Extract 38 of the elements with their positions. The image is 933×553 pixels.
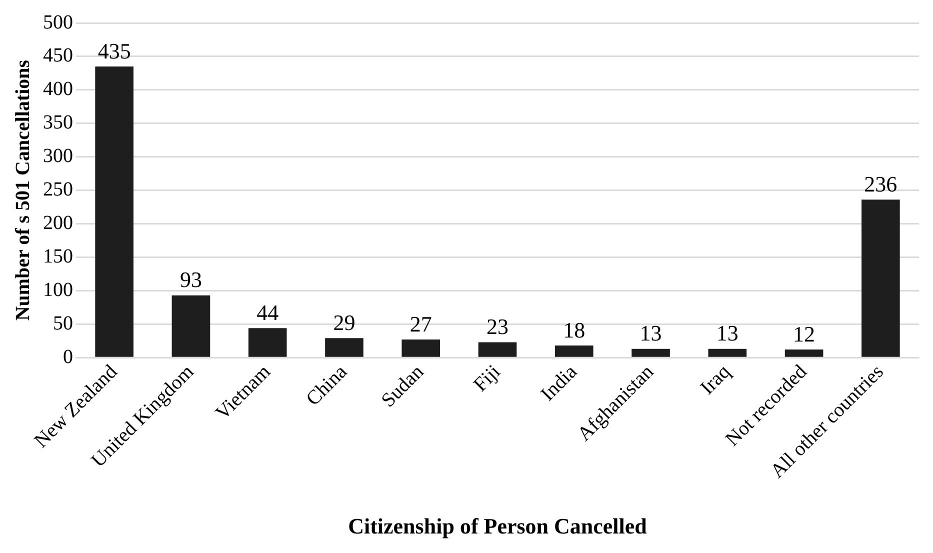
data-label: 435 [98,38,131,64]
x-tick-label: Fiji [470,360,506,396]
data-label: 13 [640,320,662,346]
data-label: 44 [256,300,279,325]
data-label: 236 [864,171,898,196]
y-tick-label: 350 [43,112,73,134]
y-tick-label: 400 [43,78,73,100]
bar [862,200,900,357]
y-tick-label: 50 [53,312,73,334]
y-tick-label: 450 [43,44,73,67]
data-label: 29 [333,310,356,335]
bar [248,328,287,357]
y-tick-label: 300 [43,145,73,168]
bar [95,66,134,357]
data-label: 23 [486,314,508,339]
bar [708,348,747,357]
y-tick-label: 250 [43,178,73,201]
bar [325,338,364,357]
data-label: 13 [716,320,738,346]
bar [402,340,440,357]
y-tick-label: 500 [43,11,73,34]
x-tick-label: Iraq [696,360,735,400]
data-label: 12 [793,321,816,346]
y-tick-label: 0 [63,346,73,368]
data-label: 18 [563,317,586,342]
bar [172,295,210,357]
x-axis-title: Citizenship of Person Cancelled [348,513,647,538]
bar [632,348,670,357]
x-tick-label: India [536,360,582,406]
y-tick-label: 150 [43,245,73,268]
y-tick-label: 200 [43,212,73,234]
y-tick-label: 100 [43,278,73,301]
y-axis-title: Number of s 501 Cancellations [12,60,34,321]
bar [478,342,517,357]
data-label: 27 [410,311,432,336]
bar [554,346,594,357]
bar [784,350,824,357]
data-label: 93 [180,267,202,292]
